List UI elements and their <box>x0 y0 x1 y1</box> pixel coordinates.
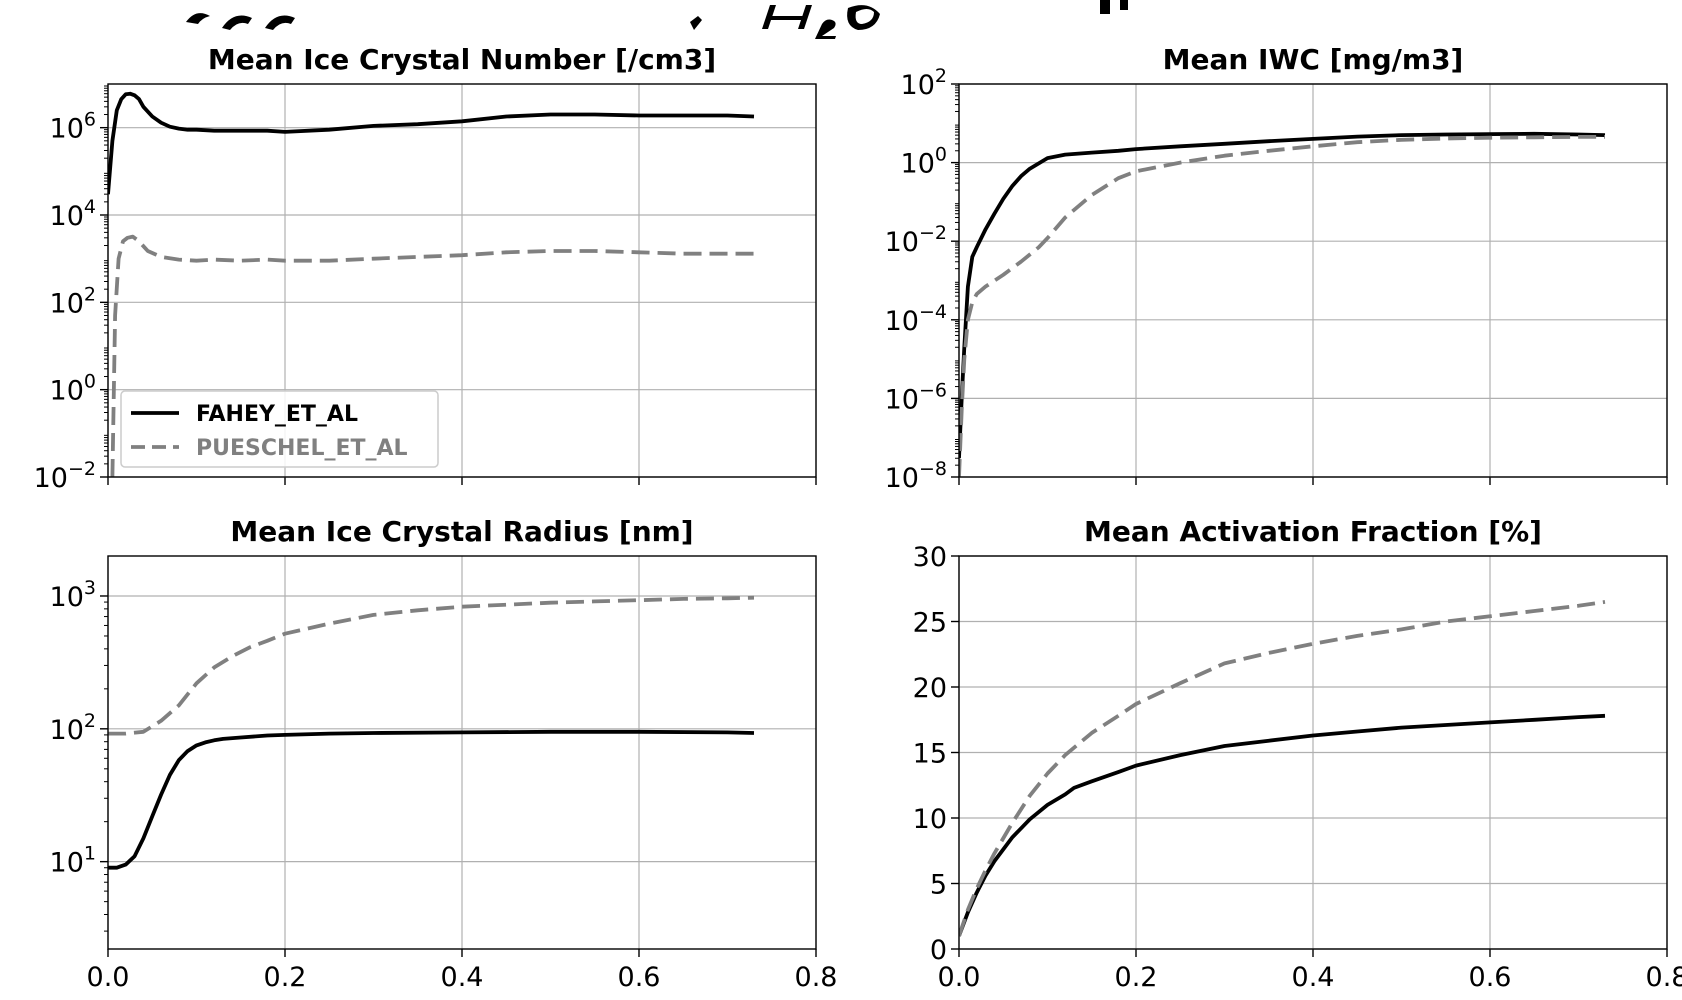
activation-ytick-label: 10 <box>913 804 947 835</box>
panel-activation: Mean Activation Fraction [%] 0.0 0.2 0.4 0.6… <box>913 515 1682 993</box>
activation-ytick-label: 30 <box>913 542 947 573</box>
activation-xtick-label: 0.0 <box>938 962 981 993</box>
cropped-equation-fragment <box>186 0 1128 39</box>
panel-ice-radius: Mean Ice Crystal Radius [nm] 0.0 0.2 0.4 0.6… <box>50 515 838 993</box>
activation-series-fahey-et-al <box>959 713 1606 937</box>
activation-ytick-label: 0 <box>930 935 947 966</box>
ice-number-series-fahey-et-al <box>108 91 755 195</box>
activation-xtick-label: 0.2 <box>1115 962 1158 993</box>
activation-xtick-label: 0.4 <box>1292 962 1335 993</box>
ice-number-axes-frame <box>107 83 817 478</box>
ice-radius-xtick-label: 0.4 <box>441 962 484 993</box>
activation-ytick-label: 20 <box>913 673 947 704</box>
iwc-ytick-label: 102 <box>901 65 947 101</box>
iwc-axes-frame <box>958 83 1668 478</box>
iwc-title: Mean IWC [mg/m3] <box>1163 43 1464 76</box>
iwc-ytick-label: 10−4 <box>885 301 947 337</box>
ice-radius-series-pueschel-et-al <box>108 595 755 736</box>
ice-radius-xtick-label: 0.8 <box>795 962 838 993</box>
ice-radius-series-fahey-et-al <box>108 729 755 870</box>
ice-number-ytick-label: 102 <box>50 283 96 319</box>
ice-radius-xtick-label: 0.6 <box>618 962 661 993</box>
ice-number-ytick-label: 106 <box>50 109 96 145</box>
iwc-ytick-label: 100 <box>901 144 947 180</box>
activation-xtick-label: 0.6 <box>1469 962 1512 993</box>
activation-axes-frame <box>958 555 1668 950</box>
ice-number-ytick-label: 104 <box>50 196 96 232</box>
activation-ytick-label: 5 <box>930 870 947 901</box>
panel-iwc: Mean IWC [mg/m3] 102 100 10−2 10−4 10−6 10−8 <box>885 43 1668 494</box>
legend-label: PUESCHEL_ET_AL <box>196 436 408 461</box>
ice-radius-ytick-label: 103 <box>50 577 96 613</box>
ice-radius-title: Mean Ice Crystal Radius [nm] <box>230 515 693 548</box>
activation-title: Mean Activation Fraction [%] <box>1084 515 1542 548</box>
iwc-ytick-label: 10−2 <box>885 222 947 258</box>
legend: FAHEY_ET_AL PUESCHEL_ET_AL <box>120 390 439 468</box>
activation-xtick-label: 0.8 <box>1646 962 1682 993</box>
ice-radius-ytick-label: 101 <box>50 843 96 879</box>
iwc-series-fahey-et-al <box>959 131 1606 459</box>
activation-ytick-label: 25 <box>913 608 947 639</box>
iwc-ytick-label: 10−8 <box>885 458 947 494</box>
ice-number-ytick-label: 10−2 <box>34 458 96 494</box>
ice-radius-ytick-label: 102 <box>50 710 96 746</box>
iwc-ytick-label: 10−6 <box>885 379 947 415</box>
ice-radius-xtick-label: 0.0 <box>87 962 130 993</box>
ice-radius-xtick-label: 0.2 <box>264 962 307 993</box>
iwc-series-pueschel-et-al <box>959 134 1605 477</box>
ice-radius-axes-frame <box>107 555 817 950</box>
legend-label: FAHEY_ET_AL <box>196 402 358 427</box>
panel-ice-number: Mean Ice Crystal Number [/cm3] 106 104 102 1… <box>34 43 817 494</box>
ice-number-ytick-label: 100 <box>50 371 96 407</box>
activation-series-pueschel-et-al <box>959 600 1606 937</box>
ice-number-title: Mean Ice Crystal Number [/cm3] <box>208 43 716 76</box>
ice-number-series-pueschel-et-al <box>110 234 754 477</box>
activation-ytick-label: 15 <box>913 739 947 770</box>
